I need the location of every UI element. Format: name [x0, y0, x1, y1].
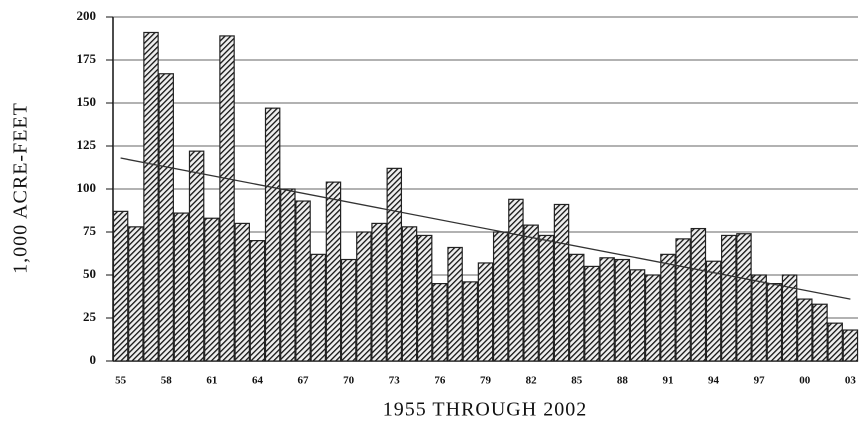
bar	[675, 238, 691, 362]
trend-line	[120, 157, 851, 300]
bar	[492, 231, 509, 362]
bar	[264, 107, 281, 362]
bar	[644, 274, 661, 362]
bar	[736, 233, 752, 362]
bar	[432, 283, 448, 362]
x-tick-label: 70	[343, 375, 355, 387]
x-tick-label: 94	[708, 375, 720, 387]
bar	[599, 257, 615, 362]
bar	[325, 181, 342, 362]
bar	[827, 322, 843, 362]
y-tick-label: 100	[77, 180, 97, 195]
y-tick-label: 50	[83, 266, 96, 281]
bar	[797, 298, 813, 362]
x-tick-label: 85	[571, 375, 583, 387]
bar	[356, 231, 372, 362]
bar	[842, 329, 859, 362]
bar	[280, 188, 296, 362]
bar	[143, 31, 159, 362]
y-tick-label: 125	[77, 137, 97, 152]
bar	[690, 227, 707, 362]
bar	[751, 274, 767, 362]
bar	[523, 224, 539, 362]
bar	[188, 150, 205, 362]
x-tick-label: 03	[845, 375, 857, 387]
bar	[371, 222, 387, 362]
bar	[204, 217, 220, 362]
bar	[340, 258, 357, 362]
bar	[766, 283, 783, 362]
y-tick-label: 25	[83, 309, 97, 324]
bar	[128, 226, 144, 362]
bar	[234, 222, 250, 362]
bar	[584, 265, 600, 362]
x-tick-label: 76	[434, 375, 446, 387]
x-tick-label: 00	[799, 375, 811, 387]
x-tick-label: 91	[662, 375, 673, 387]
y-tick-label: 200	[77, 8, 97, 23]
bar	[721, 234, 737, 362]
bar	[173, 212, 190, 362]
x-tick-label: 67	[298, 375, 310, 387]
x-tick-label: 64	[252, 375, 264, 387]
bar	[401, 226, 418, 362]
bar	[781, 274, 798, 362]
bar	[386, 167, 403, 362]
bar	[249, 240, 266, 362]
x-axis-title: 1955 THROUGH 2002	[383, 399, 587, 421]
bar	[158, 73, 174, 362]
y-axis-title: 1,000 ACRE-FEET	[10, 102, 32, 274]
bar	[553, 203, 570, 362]
x-tick-label: 73	[389, 375, 401, 387]
x-tick-label: 79	[480, 375, 492, 387]
y-tick-label: 75	[83, 223, 97, 238]
bar	[812, 303, 828, 362]
bar	[447, 246, 463, 362]
bar	[614, 258, 631, 362]
bar	[568, 253, 585, 362]
y-tick-label: 0	[90, 352, 97, 367]
bar	[705, 260, 722, 362]
bar	[462, 281, 479, 362]
x-tick-label: 88	[617, 375, 629, 387]
bar	[416, 234, 433, 362]
bar	[219, 35, 235, 362]
bar	[629, 269, 646, 362]
x-tick-label: 61	[206, 375, 217, 387]
bar	[295, 200, 311, 362]
x-tick-label: 55	[115, 375, 127, 387]
bar	[477, 262, 494, 362]
bar	[310, 253, 327, 362]
bar	[660, 253, 676, 362]
x-tick-label: 97	[754, 375, 766, 387]
x-tick-label: 58	[161, 375, 173, 387]
bar	[508, 198, 524, 362]
y-tick-label: 150	[77, 94, 97, 109]
y-tick-label: 175	[77, 51, 97, 66]
bar	[538, 234, 555, 362]
x-tick-label: 82	[526, 375, 538, 387]
bar	[112, 210, 129, 362]
